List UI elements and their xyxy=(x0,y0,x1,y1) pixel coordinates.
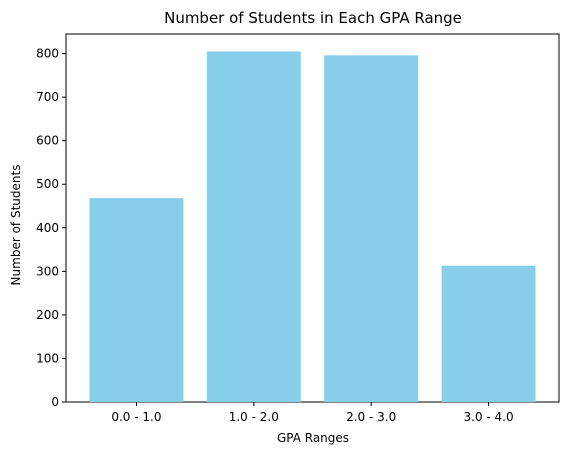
y-ticks-group: 0 100 200 300 400 500 600 700 800 xyxy=(36,47,66,409)
plot-area xyxy=(65,33,560,403)
x-tick-label: 0.0 - 1.0 xyxy=(111,410,161,424)
x-tick-label: 1.0 - 2.0 xyxy=(229,410,279,424)
y-tick-label: 800 xyxy=(36,47,59,61)
y-tick-label: 300 xyxy=(36,264,59,278)
y-tick-label: 400 xyxy=(36,221,59,235)
y-tick-label: 100 xyxy=(36,351,59,365)
axes-frame xyxy=(65,33,560,403)
bar-2-0-3-0 xyxy=(324,55,419,402)
x-tick-label: 2.0 - 3.0 xyxy=(346,410,396,424)
y-tick-label: 200 xyxy=(36,308,59,322)
bar-1-0-2-0 xyxy=(206,51,301,403)
chart-title: Number of Students in Each GPA Range xyxy=(164,9,462,27)
bar-0-0-1-0 xyxy=(89,198,184,402)
bar-3-0-4-0 xyxy=(441,265,536,402)
y-tick-label: 0 xyxy=(51,395,59,409)
x-tick-label: 3.0 - 4.0 xyxy=(464,410,514,424)
y-tick-label: 700 xyxy=(36,90,59,104)
x-axis-label: GPA Ranges xyxy=(277,431,349,445)
y-tick-label: 500 xyxy=(36,177,59,191)
y-axis-label: Number of Students xyxy=(9,165,23,286)
y-tick-label: 600 xyxy=(36,134,59,148)
x-ticks-group: 0.0 - 1.0 1.0 - 2.0 2.0 - 3.0 3.0 - 4.0 xyxy=(111,402,514,424)
bars-group xyxy=(89,51,536,403)
